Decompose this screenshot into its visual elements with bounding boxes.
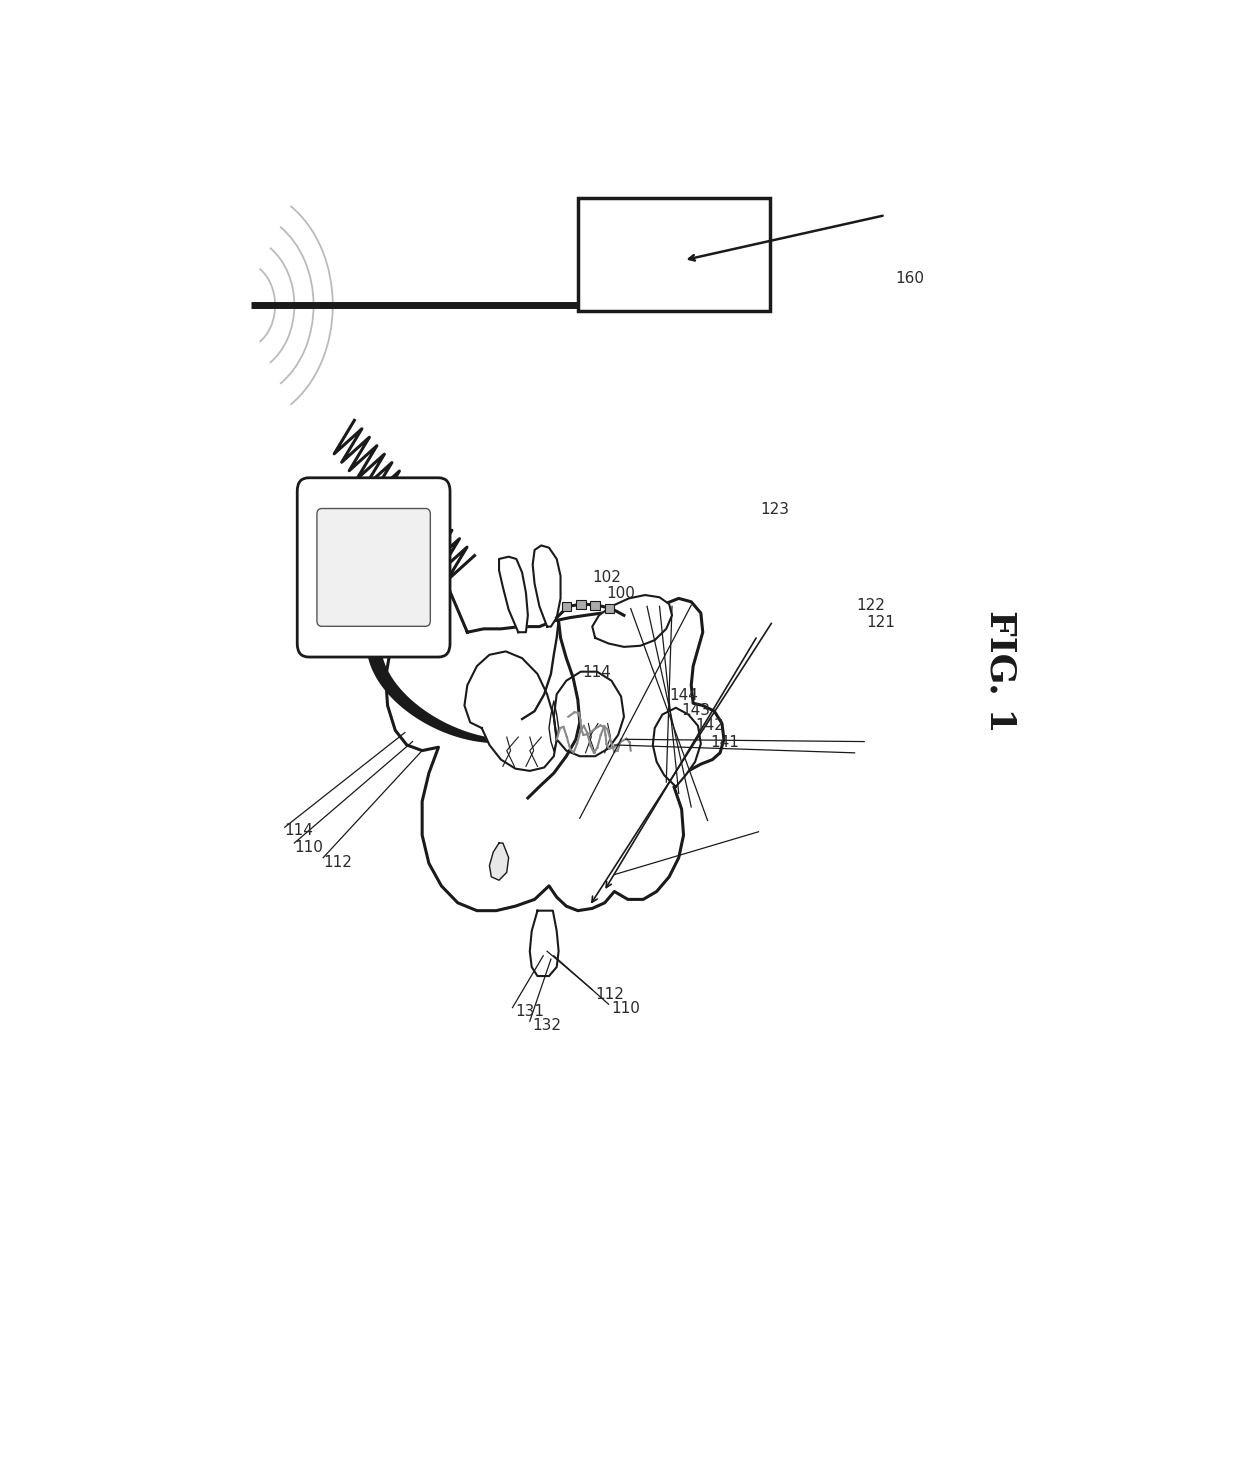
- Text: 132: 132: [533, 1017, 562, 1034]
- Polygon shape: [490, 843, 508, 880]
- Polygon shape: [465, 651, 557, 772]
- Polygon shape: [386, 548, 724, 911]
- Text: 114: 114: [285, 823, 314, 837]
- Text: 112: 112: [324, 855, 352, 870]
- Bar: [578, 198, 770, 310]
- Text: 123: 123: [760, 502, 790, 517]
- Bar: [575, 600, 585, 609]
- FancyBboxPatch shape: [298, 477, 450, 657]
- Polygon shape: [533, 546, 560, 627]
- Text: 121: 121: [866, 615, 895, 630]
- Bar: [590, 600, 600, 609]
- Text: 100: 100: [606, 587, 636, 602]
- Text: 143: 143: [682, 703, 711, 717]
- Polygon shape: [652, 707, 701, 786]
- Text: 160: 160: [895, 271, 924, 285]
- Text: 131: 131: [516, 1003, 544, 1019]
- Text: 141: 141: [711, 735, 739, 750]
- Text: 114: 114: [583, 665, 611, 681]
- Text: 122: 122: [857, 597, 885, 612]
- Text: 112: 112: [595, 987, 624, 1001]
- Text: 142: 142: [696, 719, 724, 733]
- Bar: [562, 602, 572, 610]
- Polygon shape: [554, 672, 624, 757]
- Polygon shape: [529, 911, 558, 976]
- Text: FIG. 1: FIG. 1: [983, 610, 1018, 733]
- Text: 110: 110: [294, 840, 324, 855]
- Text: 110: 110: [611, 1001, 640, 1016]
- Text: 144: 144: [670, 688, 698, 703]
- Bar: [605, 605, 614, 613]
- Text: 102: 102: [593, 569, 621, 584]
- Polygon shape: [593, 594, 672, 647]
- FancyBboxPatch shape: [317, 508, 430, 627]
- Polygon shape: [498, 556, 528, 632]
